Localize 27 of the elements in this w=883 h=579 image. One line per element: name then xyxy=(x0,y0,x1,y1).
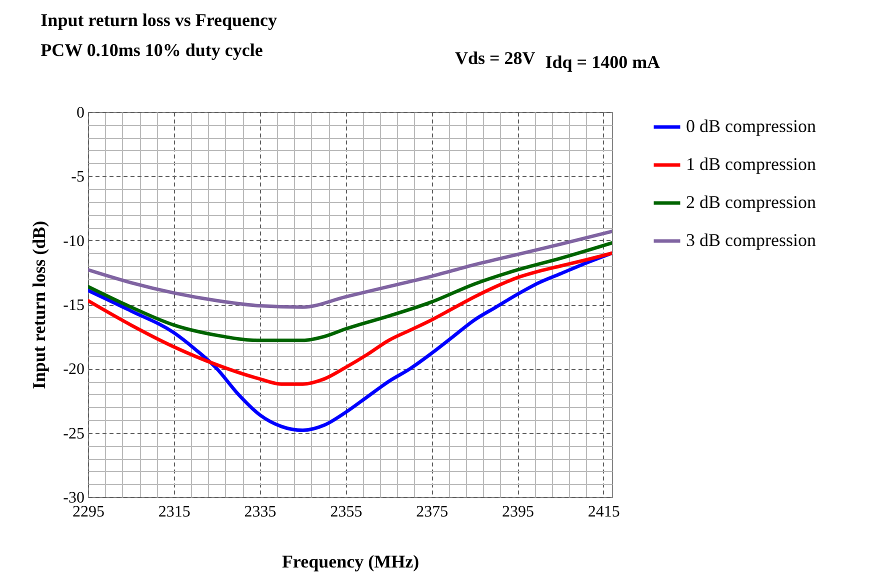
y-tick-label: -20 xyxy=(63,361,84,378)
x-tick-label: 2375 xyxy=(416,504,448,520)
x-tick-label: 2415 xyxy=(588,504,620,520)
line-series xyxy=(88,241,612,342)
chart-title: Input return loss vs Frequency xyxy=(40,10,278,30)
text: Vds = 28V xyxy=(455,48,536,70)
y-tick-label: -15 xyxy=(63,297,84,314)
y-axis-title: Input return loss (dB) xyxy=(29,220,50,390)
y-tick-label: -5 xyxy=(71,168,84,186)
x-tick-label: 2395 xyxy=(502,504,534,520)
legend-label: 0 dB compression xyxy=(686,116,816,136)
x-axis-title: Frequency (MHz) xyxy=(282,552,420,572)
legend-label: 1 dB compression xyxy=(686,154,816,174)
y-tick-label: 0 xyxy=(76,104,84,122)
line-series xyxy=(88,230,612,309)
text: Idq = 1400 mA xyxy=(545,52,660,73)
y-tick-label: -30 xyxy=(63,490,84,506)
x-tick-label: 2315 xyxy=(158,504,190,520)
chart-subtitle: PCW 0.10ms 10% duty cycle xyxy=(40,40,263,60)
y-tick-label: -10 xyxy=(63,232,84,250)
x-tick-label: 2335 xyxy=(244,504,276,520)
legend-label: 2 dB compression xyxy=(686,192,816,212)
x-tick-label: 2355 xyxy=(330,504,362,520)
line-series xyxy=(88,251,612,386)
legend-label: 3 dB compression xyxy=(686,230,816,250)
y-tick-label: -25 xyxy=(63,425,84,442)
x-tick-label: 2295 xyxy=(72,504,104,520)
